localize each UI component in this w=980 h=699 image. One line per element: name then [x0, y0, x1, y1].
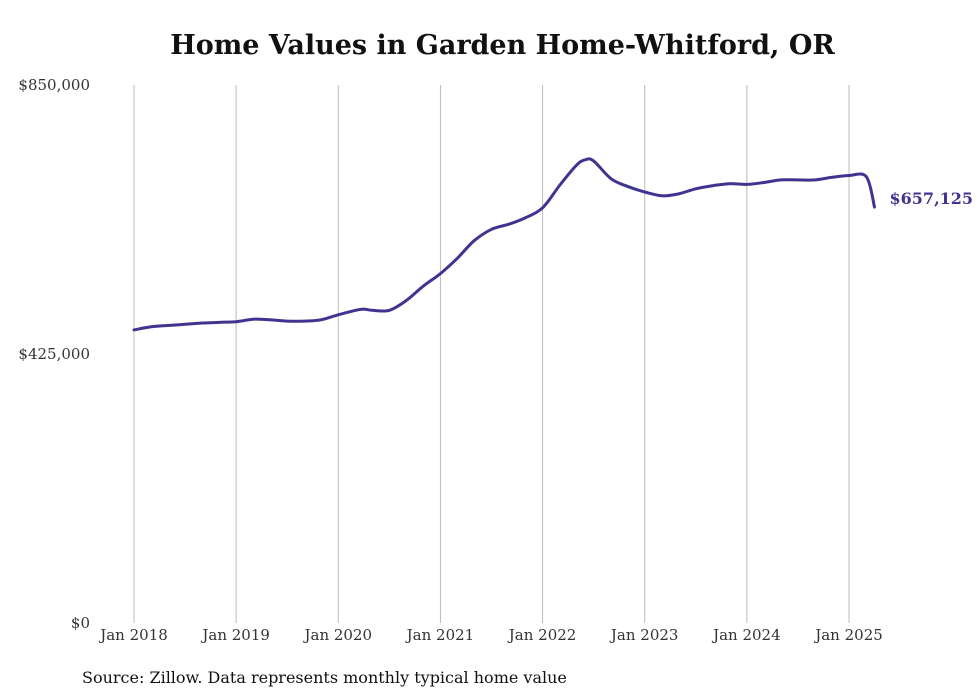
x-tick-label: Jan 2018	[98, 626, 168, 644]
series-line	[132, 157, 876, 332]
x-axis-ticks: Jan 2018 Jan 2019 Jan 2020 Jan 2021 Jan 2022…	[98, 626, 883, 644]
x-tick-label: Jan 2025	[813, 626, 883, 644]
x-tick-label: Jan 2023	[609, 626, 679, 644]
chart-title: Home Values in Garden Home-Whitford, OR	[170, 30, 835, 61]
x-tick-label: Jan 2019	[200, 626, 270, 644]
x-tick-label: Jan 2022	[507, 626, 577, 644]
x-tick-label: Jan 2024	[711, 626, 781, 644]
source-note: Source: Zillow. Data represents monthly …	[82, 668, 567, 687]
y-tick-label: $850,000	[18, 76, 90, 94]
grid-lines	[133, 85, 850, 623]
x-tick-label: Jan 2020	[303, 626, 373, 644]
y-axis-ticks: $0 $425,000 $850,000	[18, 76, 90, 632]
y-tick-label: $0	[71, 614, 90, 632]
y-tick-label: $425,000	[18, 345, 90, 363]
series-group: $657,125	[132, 157, 974, 332]
end-value-label: $657,125	[890, 189, 974, 208]
x-tick-label: Jan 2021	[405, 626, 475, 644]
